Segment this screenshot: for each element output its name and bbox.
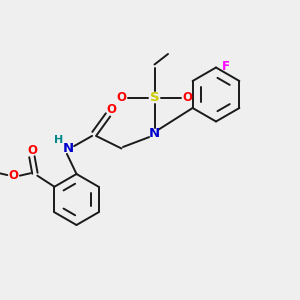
Text: N: N (62, 142, 74, 155)
Text: S: S (150, 91, 159, 104)
Text: O: O (116, 91, 127, 104)
Text: O: O (106, 103, 116, 116)
Text: O: O (27, 144, 37, 157)
Text: F: F (221, 59, 230, 73)
Text: O: O (8, 169, 18, 182)
Text: H: H (54, 135, 63, 145)
Text: O: O (182, 91, 193, 104)
Text: N: N (149, 127, 160, 140)
